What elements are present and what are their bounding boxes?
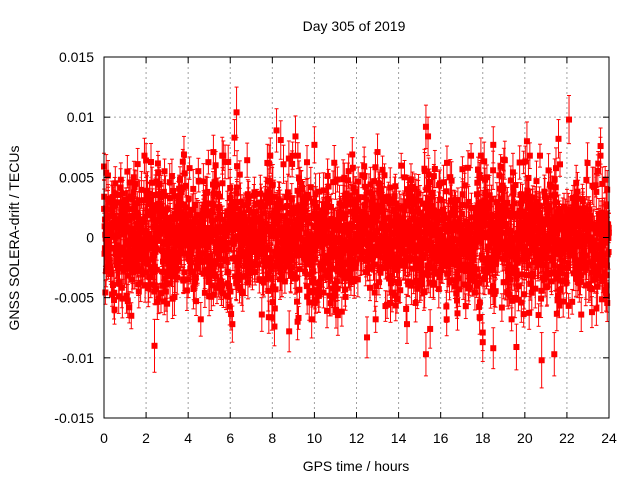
data-point-outlier <box>364 316 371 359</box>
data-point <box>219 167 226 200</box>
data-point <box>338 296 345 327</box>
data-point <box>557 151 564 177</box>
y-axis-label: GNSS SOLERA-drift / TECUs <box>6 146 22 331</box>
x-tick-label: 4 <box>184 430 192 446</box>
x-tick-label: 6 <box>226 430 234 446</box>
data-point-outlier <box>490 327 497 370</box>
y-tick-labels: -0.015 -0.01 -0.005 0 0.005 0.01 0.015 <box>54 49 94 426</box>
data-point <box>398 152 405 179</box>
x-tick-label: 2 <box>142 430 150 446</box>
data-point-outlier <box>490 126 497 164</box>
data-point <box>492 274 499 308</box>
data-point <box>331 145 338 181</box>
y-tick-label: 0 <box>86 230 94 246</box>
x-tick-label: 0 <box>100 430 108 446</box>
data-point <box>244 142 251 178</box>
x-tick-labels: 0 2 4 6 8 10 12 14 16 18 20 22 24 <box>100 430 617 446</box>
chart-title: Day 305 of 2019 <box>303 18 406 34</box>
data-point <box>225 144 232 180</box>
data-point <box>102 280 109 305</box>
data-point-outlier <box>294 303 301 341</box>
data-point <box>372 305 379 333</box>
x-tick-label: 20 <box>517 430 533 446</box>
data-point <box>295 306 302 330</box>
data-point <box>578 297 585 332</box>
x-tick-label: 14 <box>391 430 407 446</box>
data-point-outlier <box>538 332 545 389</box>
y-tick-label: -0.005 <box>54 290 94 306</box>
data-point <box>501 140 508 180</box>
data-point-outlier <box>513 323 520 371</box>
data-point <box>205 149 212 175</box>
y-tick-label: 0.01 <box>67 109 94 125</box>
data-point <box>588 296 595 329</box>
data-point-outlier <box>277 120 284 160</box>
data-point <box>304 145 311 180</box>
data-point <box>403 293 410 325</box>
x-tick-label: 8 <box>268 430 276 446</box>
data-point <box>536 143 543 168</box>
y-tick-label: -0.015 <box>54 410 94 426</box>
data-point <box>236 160 243 189</box>
data-point <box>195 169 202 193</box>
data-point-outlier <box>551 332 558 377</box>
data-point-outlier <box>427 309 434 349</box>
y-tick-label: 0.015 <box>59 49 94 65</box>
data-point-outlier <box>258 297 265 332</box>
data-point-outlier <box>593 291 600 326</box>
data-point <box>161 158 168 185</box>
data-point-outlier <box>197 301 204 337</box>
data-points <box>101 86 612 389</box>
data-point-outlier <box>311 126 318 164</box>
x-tick-label: 10 <box>307 430 323 446</box>
data-point-outlier <box>422 332 429 377</box>
y-tick-label: 0.005 <box>59 169 94 185</box>
data-point <box>186 156 193 180</box>
x-tick-label: 24 <box>601 430 617 446</box>
y-tick-label: -0.01 <box>62 350 94 366</box>
x-tick-label: 18 <box>475 430 491 446</box>
data-point <box>468 143 475 169</box>
data-point-outlier <box>151 318 158 373</box>
x-axis-label: GPS time / hours <box>303 458 410 474</box>
x-tick-label: 22 <box>559 430 575 446</box>
data-point-outlier <box>273 108 280 153</box>
x-tick-label: 12 <box>349 430 365 446</box>
data-point <box>526 142 533 169</box>
data-point-outlier <box>286 310 293 353</box>
x-tick-label: 16 <box>433 430 449 446</box>
data-point <box>193 286 200 317</box>
